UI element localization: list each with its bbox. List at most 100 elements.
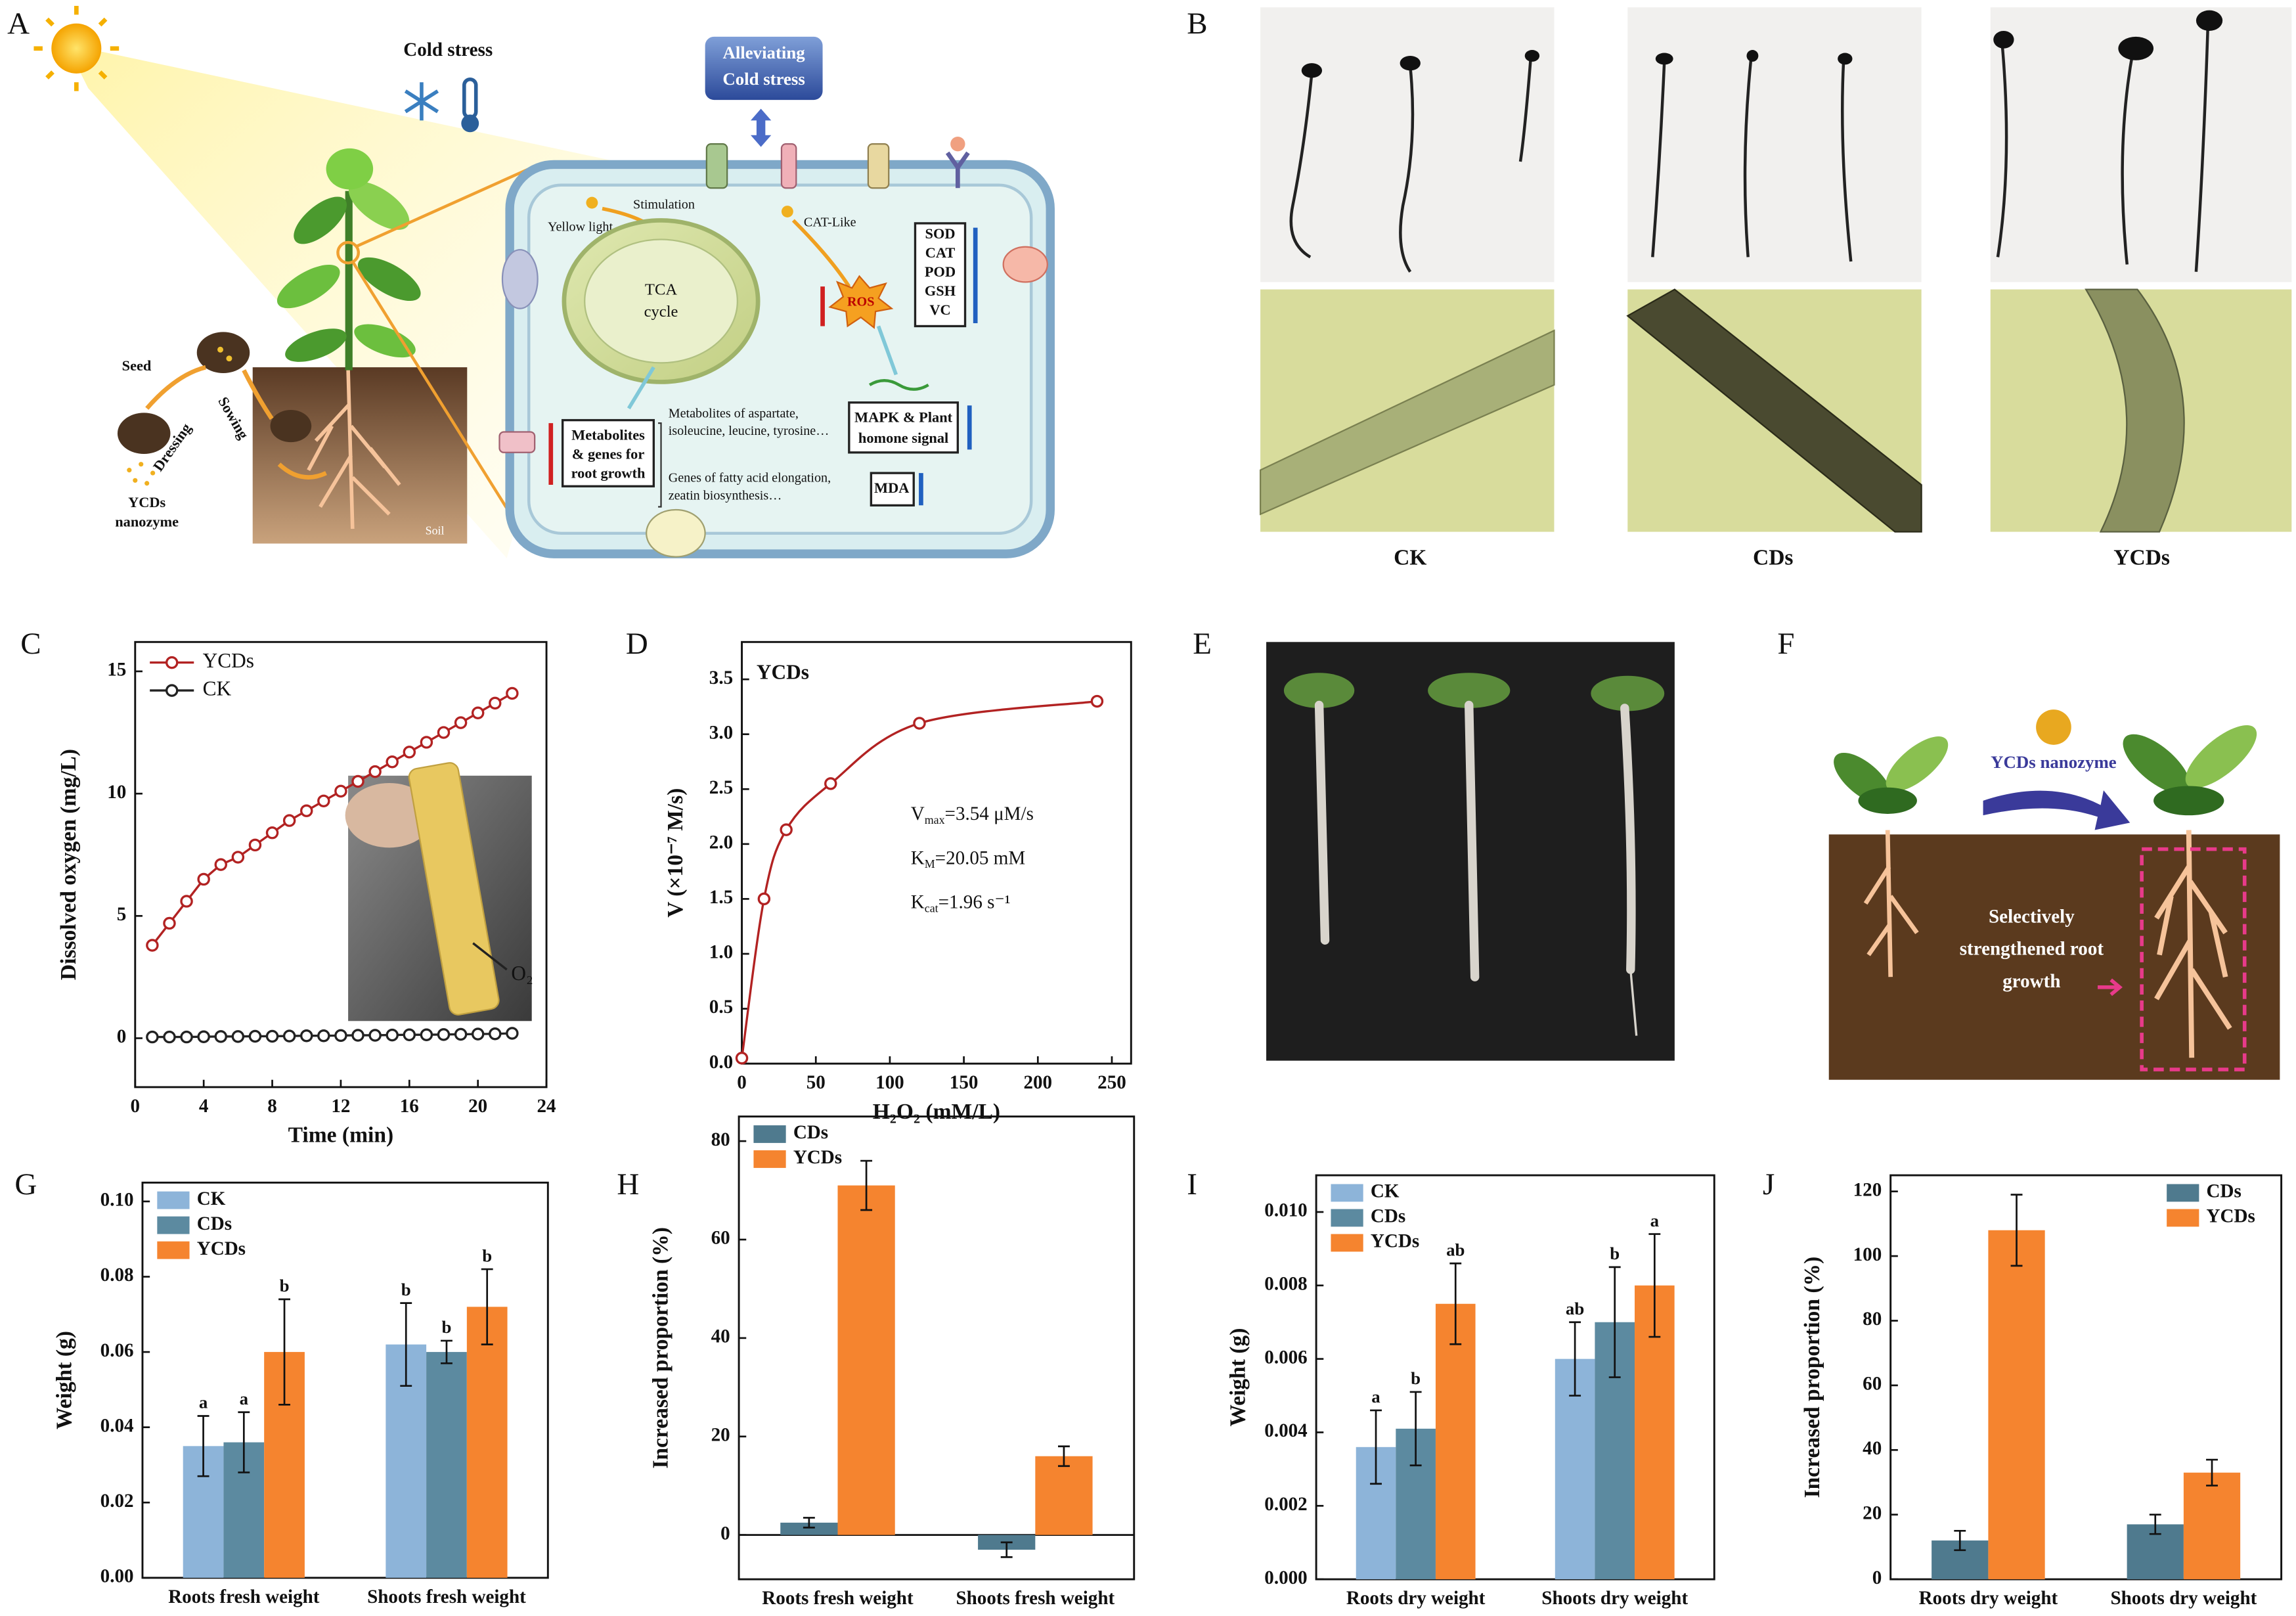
root-micrographs <box>1259 288 2292 533</box>
seedling-photos <box>1260 7 2292 282</box>
series-line <box>152 1032 512 1039</box>
y-tick-label: 1.5 <box>709 887 733 908</box>
arrow <box>876 325 898 376</box>
legend-label: CDs <box>197 1213 232 1234</box>
bracket <box>658 422 662 508</box>
y-tick-label: 5 <box>117 904 127 925</box>
y-tick-label: 0.010 <box>1264 1200 1307 1221</box>
x-tick-label: Roots fresh weight <box>762 1588 914 1609</box>
callout <box>705 36 823 101</box>
bar <box>780 1522 838 1535</box>
annotation: Vmax=3.54 μM/s <box>911 803 1034 826</box>
data-point <box>454 716 468 729</box>
bar <box>837 1185 895 1535</box>
data-point <box>317 794 330 808</box>
annotation-symbol: K <box>911 847 925 868</box>
panel-label: G <box>14 1167 37 1201</box>
legend-marker <box>165 656 179 669</box>
y-tick-label: 0.06 <box>100 1340 134 1361</box>
error-bar <box>2010 1194 2023 1267</box>
error-bar <box>1370 1409 1382 1485</box>
mitochondrion-inner <box>584 238 738 364</box>
error-bar <box>481 1268 493 1345</box>
label: POD <box>925 263 956 280</box>
annotation-symbol: K <box>911 891 925 912</box>
y-axis-label: V (×10⁻⁷ M/s) <box>663 788 688 918</box>
label: Alleviating <box>722 43 805 62</box>
legend-swatch <box>157 1191 190 1209</box>
highlight <box>2140 847 2247 1071</box>
seed <box>117 413 171 455</box>
significance-letter: ab <box>1566 1299 1584 1318</box>
label: Soil <box>426 524 445 537</box>
y-axis-label: Weight (g) <box>52 1331 76 1429</box>
data-point <box>437 726 451 739</box>
x-tick-label: 20 <box>468 1096 487 1117</box>
zoom-line <box>351 260 531 545</box>
legend-swatch <box>753 1150 786 1168</box>
annotation-subscript: max <box>925 813 945 826</box>
ros-burst <box>828 275 894 329</box>
data-point <box>231 851 245 864</box>
group-label: CK <box>1394 546 1426 570</box>
y-tick-label: 40 <box>1863 1438 1882 1459</box>
soil <box>252 367 468 544</box>
data-point <box>454 1027 468 1041</box>
label: cycle <box>644 303 678 321</box>
x-tick-label: 24 <box>537 1096 556 1117</box>
legend-swatch <box>2167 1184 2199 1202</box>
data-point <box>351 1029 364 1042</box>
significance-letter: ab <box>1446 1240 1465 1260</box>
data-point <box>180 1030 193 1044</box>
y-tick-label: 10 <box>107 782 126 803</box>
legend-label: YCDs <box>793 1147 842 1168</box>
data-point <box>163 916 176 930</box>
data-point <box>780 823 793 836</box>
annotation-subscript: cat <box>925 901 938 914</box>
legend-swatch <box>1331 1184 1363 1202</box>
arrow <box>791 219 851 288</box>
inset-photo <box>345 762 532 1021</box>
y-tick-label: 0.000 <box>1264 1567 1307 1588</box>
annotation: KM=20.05 mM <box>911 847 1025 870</box>
data-point <box>489 1027 502 1041</box>
error-bar <box>1058 1445 1070 1468</box>
nanozyme-dots <box>127 462 156 486</box>
panel-a: A Cold stress Soil Seed Dressing Sowing … <box>7 5 1055 558</box>
y-tick-label: 0.02 <box>100 1491 134 1512</box>
label: TCA <box>645 281 677 298</box>
label: & genes for <box>572 445 645 462</box>
significance-letter: a <box>199 1393 208 1412</box>
plants <box>1283 673 1665 711</box>
data-point <box>403 1028 416 1041</box>
y-axis-label: Weight (g) <box>1225 1328 1250 1427</box>
data-point <box>368 765 382 778</box>
legend-label: CK <box>203 677 232 700</box>
label: ROS <box>847 294 874 309</box>
bar <box>1435 1303 1476 1580</box>
label: Metabolites <box>571 426 645 443</box>
label: MAPK & Plant <box>854 409 953 425</box>
group-label: CDs <box>1753 546 1793 570</box>
annotation-symbol: V <box>911 803 925 824</box>
data-point <box>368 1029 382 1042</box>
root-tip <box>1629 969 1638 1036</box>
data-point <box>197 1030 210 1043</box>
roots <box>1314 700 1636 981</box>
label: homone signal <box>858 430 948 446</box>
y-tick-label: 80 <box>711 1129 730 1150</box>
data-point <box>300 1029 313 1043</box>
legend-label: CK <box>1371 1181 1400 1202</box>
box <box>561 418 655 487</box>
y-tick-label: 0.008 <box>1264 1273 1307 1294</box>
label: SOD <box>925 225 956 242</box>
y-tick-label: 0.5 <box>709 997 733 1018</box>
data-point <box>282 814 296 827</box>
legend-label: YCDs <box>757 661 809 684</box>
data-point <box>489 696 502 710</box>
nanozyme <box>586 196 598 209</box>
error-bar <box>238 1411 250 1473</box>
error-bar <box>1000 1541 1013 1558</box>
x-tick-label: Shoots dry weight <box>2110 1588 2257 1609</box>
label: zeatin biosynthesis… <box>669 489 782 503</box>
